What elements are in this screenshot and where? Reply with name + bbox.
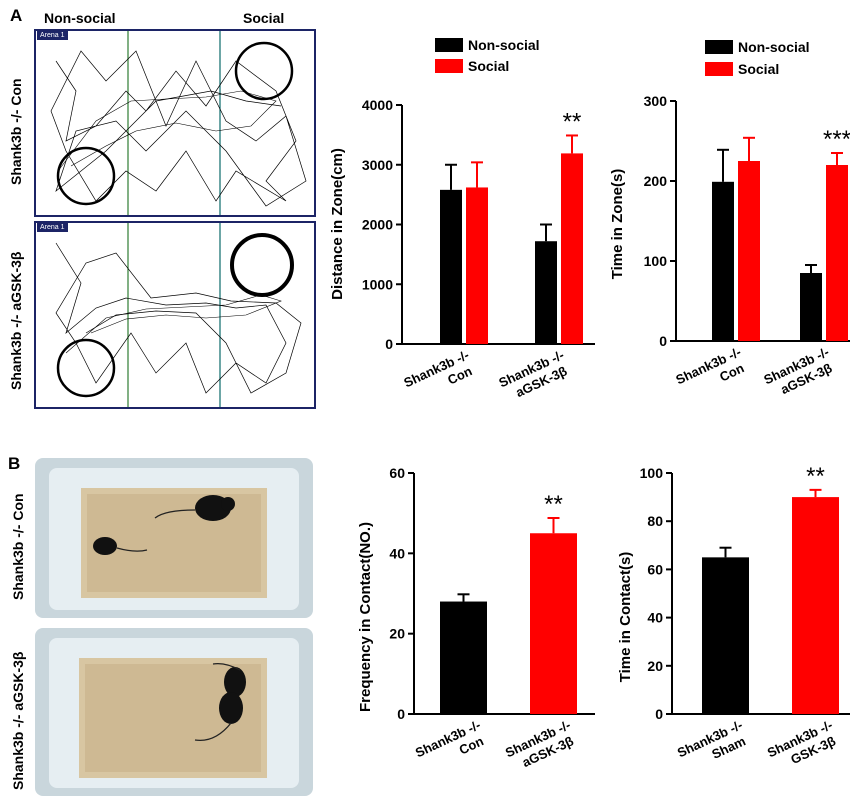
y-tick-label: 0	[385, 336, 393, 352]
non-social-header: Non-social	[44, 10, 116, 26]
social-header: Social	[243, 10, 285, 26]
bar	[702, 557, 749, 714]
significance-label: **	[544, 491, 563, 518]
y-tick-label: 0	[397, 706, 405, 722]
y-tick-label: 200	[644, 173, 668, 189]
significance-label: **	[806, 463, 825, 490]
legend: Non-social Social	[435, 37, 540, 74]
bar-non-social	[712, 181, 734, 341]
x-tick-label: Shank3b -/-aGSK-3β	[503, 717, 580, 775]
chart-distance: Non-social Social Distance in Zone(cm) 0…	[329, 37, 595, 405]
tracking-trace-agsk	[55, 223, 302, 407]
plot-area: 0 1000 2000 3000 4000 Shank3b -/-Con Shank3b -…	[362, 97, 595, 405]
chart-time-contact: Time in Contact(s) 0 20 40 60 80 100 Shank3b -…	[617, 463, 850, 775]
bar-social	[466, 187, 488, 344]
y-tick-label: 20	[647, 658, 663, 674]
legend-swatch-social	[705, 62, 733, 76]
panel-a-label: A	[10, 6, 23, 25]
y-axis-label: Time in Zone(s)	[609, 169, 626, 280]
y-axis-label: Time in Contact(s)	[617, 552, 634, 683]
y-tick-label: 100	[640, 465, 664, 481]
x-tick-label: Shank3b -/-GSK-3β	[765, 717, 842, 775]
arena-track-con: Arena 1	[34, 29, 316, 217]
tracking-trace-con	[50, 31, 307, 215]
y-tick-label: 1000	[362, 276, 393, 292]
y-tick-label: 0	[655, 706, 663, 722]
chart-frequency-contact: Frequency in Contact(NO.) 0 20 40 60 Shank3b…	[357, 465, 595, 775]
y-tick-label: 40	[647, 610, 663, 626]
row-label-b-agsk: Shank3b -/- aGSK-3β	[10, 651, 26, 790]
panel-b-label: B	[8, 454, 21, 473]
x-tick-label: Shank3b -/-aGSK-3β	[496, 347, 573, 405]
arena-tag: Arena 1	[37, 31, 68, 40]
plot-area: 0 20 40 60 80 100 Shank3b -/-Sham Shank3b -/-GS…	[640, 463, 850, 775]
plot-area: 0 20 40 60 Shank3b -/-Con Shank3b -/-aGSK-3β *…	[389, 465, 595, 775]
y-tick-label: 100	[644, 253, 668, 269]
chart-time-in-zone: Non-social Social Time in Zone(s) 0 100 20…	[609, 39, 850, 402]
y-axis-label: Distance in Zone(cm)	[329, 148, 346, 300]
x-tick-label: Shank3b -/-Sham	[675, 717, 752, 775]
bar-non-social	[800, 273, 822, 341]
arena-track-agsk: Arena 1	[34, 221, 316, 409]
plot-area: 0 100 200 300 Shank3b -/-Con Shank3b -/-aGSK-…	[644, 93, 850, 402]
legend-swatch-non-social	[705, 40, 733, 54]
x-tick-label: Shank3b -/-Con	[413, 717, 490, 775]
cage-photo-agsk	[35, 628, 313, 796]
legend: Non-social Social	[705, 39, 810, 77]
arena-tag: Arena 1	[37, 223, 68, 232]
y-tick-label: 60	[647, 561, 663, 577]
legend-label-non-social: Non-social	[468, 37, 540, 53]
cage-photo-con	[35, 458, 313, 618]
bar	[792, 497, 839, 714]
x-tick-label: Shank3b -/-Con	[673, 344, 750, 402]
y-tick-label: 20	[389, 626, 405, 642]
y-tick-label: 60	[389, 465, 405, 481]
bar	[440, 601, 487, 714]
photo-mice-con	[35, 458, 313, 618]
y-tick-label: 0	[659, 333, 667, 349]
row-label-b-con: Shank3b -/- Con	[10, 493, 26, 600]
bar	[530, 533, 577, 714]
legend-swatch-non-social	[435, 38, 463, 52]
bar-social	[561, 153, 583, 344]
y-tick-label: 40	[389, 545, 405, 561]
row-label-a-agsk: Shank3b -/- aGSK-3β	[8, 251, 24, 390]
x-tick-label: Shank3b -/-aGSK-3β	[761, 344, 838, 402]
bar-non-social	[535, 241, 557, 344]
y-tick-label: 80	[647, 513, 663, 529]
legend-label-social: Social	[468, 58, 509, 74]
y-tick-label: 3000	[362, 157, 393, 173]
photo-mice-agsk	[35, 628, 313, 796]
x-tick-label: Shank3b -/-Con	[401, 347, 478, 405]
bar-social	[738, 161, 760, 341]
y-axis-label: Frequency in Contact(NO.)	[357, 522, 374, 712]
row-label-a-con: Shank3b -/- Con	[8, 78, 24, 185]
significance-label: ***	[823, 126, 850, 153]
legend-swatch-social	[435, 59, 463, 73]
y-tick-label: 2000	[362, 217, 393, 233]
bar-social	[826, 165, 848, 341]
legend-label-social: Social	[738, 61, 779, 77]
y-tick-label: 4000	[362, 97, 393, 113]
bar-non-social	[440, 189, 462, 344]
y-tick-label: 300	[644, 93, 668, 109]
significance-label: **	[563, 108, 582, 135]
legend-label-non-social: Non-social	[738, 39, 810, 55]
